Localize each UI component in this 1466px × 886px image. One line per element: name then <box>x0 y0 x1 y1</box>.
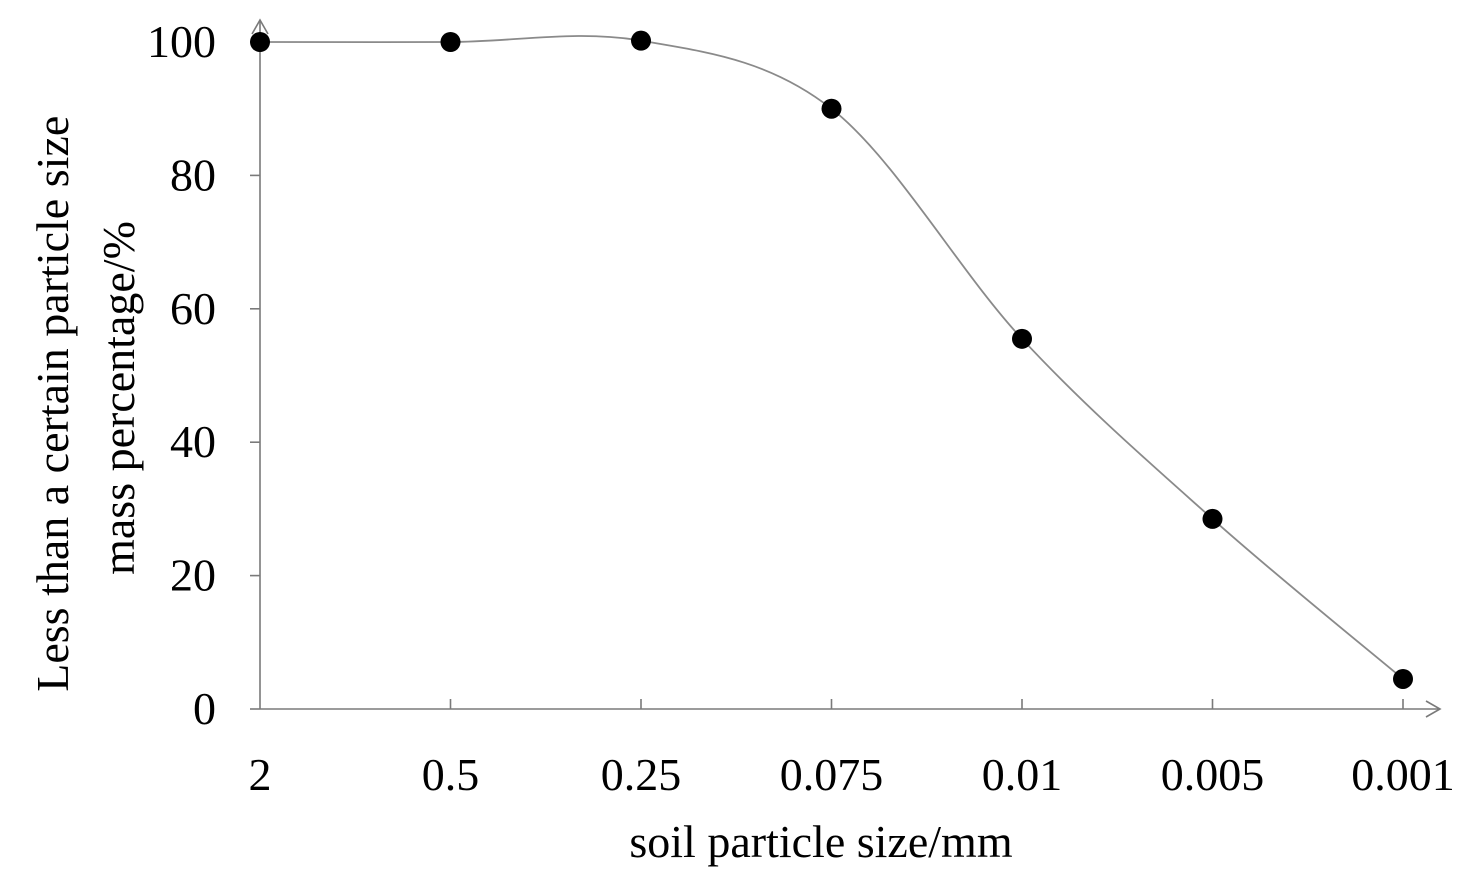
y-axis-title-line-2: mass percentage/% <box>93 221 144 575</box>
x-tick-label: 2 <box>249 749 272 800</box>
x-ticks: 2 0.5 0.25 0.075 0.01 0.005 0.001 <box>249 699 1455 800</box>
series-curve <box>259 35 1404 680</box>
data-point <box>440 32 461 52</box>
x-tick-label: 0.01 <box>982 749 1063 800</box>
data-points <box>250 30 1413 689</box>
x-axis-arrow <box>1425 700 1442 718</box>
y-axis-title: Less than a certain particle size mass p… <box>27 104 144 692</box>
y-axis-title-line-1: Less than a certain particle size <box>27 116 78 692</box>
y-tick-label: 80 <box>170 149 216 200</box>
y-axis-arrow <box>251 18 269 35</box>
x-tick-label: 0.001 <box>1351 749 1455 800</box>
data-point <box>250 32 270 52</box>
y-tick-label: 20 <box>170 550 216 601</box>
y-ticks: 0 20 40 60 80 100 <box>147 16 260 734</box>
data-point <box>1012 328 1032 349</box>
x-tick-label: 0.005 <box>1161 749 1265 800</box>
x-tick-label: 0.5 <box>422 749 480 800</box>
data-point <box>1202 508 1223 529</box>
y-tick-label: 0 <box>193 683 216 734</box>
y-tick-label: 60 <box>170 283 216 334</box>
data-point <box>1393 668 1413 689</box>
data-point <box>821 98 842 119</box>
x-axis-title: soil particle size/mm <box>629 816 1012 867</box>
x-tick-label: 0.25 <box>601 749 682 800</box>
y-tick-label: 100 <box>147 16 216 67</box>
axes <box>251 18 1442 718</box>
y-tick-label: 40 <box>170 416 216 467</box>
x-tick-label: 0.075 <box>780 749 884 800</box>
data-point <box>631 30 651 51</box>
